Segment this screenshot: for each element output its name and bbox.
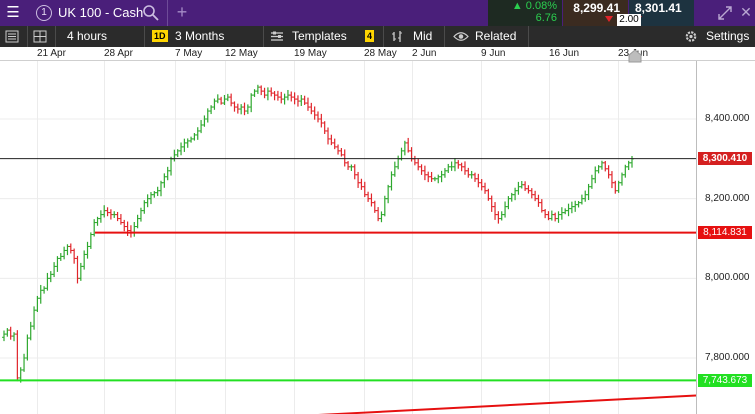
sell-button[interactable]: 8,299.41: [563, 0, 628, 26]
down-arrow-icon: [605, 16, 613, 22]
divider: [144, 26, 145, 47]
instrument-name[interactable]: UK 100 - Cash: [58, 5, 144, 20]
period-badge-text: 1D: [152, 30, 168, 42]
divider: [383, 26, 384, 47]
price-axis[interactable]: 8,300.410 8,114.831 7,743.673 8,400.000 8…: [696, 61, 755, 414]
divider: [167, 0, 168, 26]
divider: [55, 26, 56, 47]
bar-chart-icon[interactable]: [391, 26, 407, 47]
date-axis-label: 19 May: [294, 48, 327, 59]
date-axis-label: 12 May: [225, 48, 258, 59]
hamburger-menu-icon[interactable]: ☰: [6, 4, 20, 21]
divider: [444, 26, 445, 47]
change-percent: ▲ 0.08%: [512, 0, 557, 13]
trend-line-red: [318, 394, 696, 414]
add-tab-icon[interactable]: +: [176, 2, 188, 22]
related-button[interactable]: Related: [475, 29, 517, 43]
eye-icon[interactable]: [453, 26, 469, 47]
divider: [528, 26, 529, 47]
date-axis-label: 2 Jun: [412, 48, 437, 59]
date-axis-label: 28 Apr: [104, 48, 133, 59]
instrument-number-badge: 1: [36, 5, 52, 21]
change-points: 6.76: [535, 12, 557, 24]
price-axis-label: 8,200.000: [705, 192, 750, 204]
date-axis: 21 Apr 28 Apr 7 May 12 May 19 May 28 May 2 Jun…: [0, 47, 755, 61]
change-percent-value: 0.08%: [525, 0, 557, 12]
spread-value: 2.00: [617, 14, 641, 26]
scroll-to-latest-icon[interactable]: [628, 49, 642, 63]
close-icon[interactable]: ✕: [740, 4, 752, 20]
date-axis-label: 21 Apr: [37, 48, 66, 59]
interval-selector[interactable]: 4 hours: [67, 29, 108, 43]
divider: [263, 26, 264, 47]
templates-count: 4: [365, 30, 375, 42]
period-selector[interactable]: 3 Months: [175, 29, 225, 43]
date-axis-label: 28 May: [364, 48, 397, 59]
price-change-panel: ▲ 0.08% 6.76: [488, 0, 562, 26]
price-axis-label: 8,400.000: [705, 113, 750, 124]
list-icon[interactable]: [5, 26, 21, 47]
chart-plot-area[interactable]: [0, 61, 696, 414]
price-chart[interactable]: 8,300.410 8,114.831 7,743.673 8,400.000 8…: [0, 49, 755, 414]
up-triangle-icon: ▲: [511, 0, 523, 12]
templates-count-badge: 4: [365, 26, 375, 47]
price-axis-label: 8,000.000: [705, 272, 750, 284]
gear-icon[interactable]: [684, 26, 700, 47]
search-icon[interactable]: [141, 3, 161, 23]
templates-icon[interactable]: [270, 26, 286, 47]
resize-icon[interactable]: [717, 5, 733, 21]
price-type-selector[interactable]: Mid: [413, 29, 433, 43]
layout-icon[interactable]: [33, 26, 49, 47]
support-red-label: 8,114.831: [698, 226, 752, 240]
buy-price: 8,301.41: [635, 1, 682, 15]
price-axis-label: 7,800.000: [705, 352, 750, 363]
support-green-label: 7,743.673: [698, 373, 752, 387]
sell-price: 8,299.41: [573, 1, 620, 15]
period-badge: 1D: [152, 26, 168, 47]
chart-toolbar: 4 hours 1D 3 Months Templates 4 Mid Rela…: [0, 26, 755, 47]
settings-button[interactable]: Settings: [706, 29, 750, 43]
current-price-label: 8,300.410: [698, 152, 752, 166]
top-bar: ☰ 1 UK 100 - Cash + ▲ 0.08% 6.76 8,299.4…: [0, 0, 755, 26]
date-axis-label: 16 Jun: [549, 48, 580, 59]
date-axis-label: 7 May: [175, 48, 203, 59]
date-axis-label: 9 Jun: [481, 48, 506, 59]
divider: [27, 26, 28, 47]
templates-button[interactable]: Templates: [292, 29, 347, 43]
